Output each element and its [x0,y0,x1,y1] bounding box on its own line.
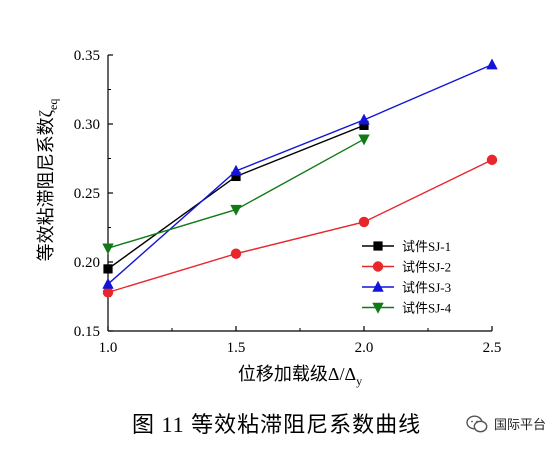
y-tick-label: 0.15 [74,324,100,340]
data-point [230,248,242,259]
series-line [107,124,365,270]
x-tick-label: 1.0 [99,340,118,356]
legend-marker [372,261,384,272]
data-point [231,171,241,182]
data-point [358,134,370,146]
series-line [107,159,493,294]
x-tick-label: 2.5 [483,340,502,356]
x-axis-title: 位移加载级Δ/Δy [238,364,362,388]
x-axis-title-main: 位移加载级Δ/Δ [238,364,356,384]
data-point [486,154,498,166]
wechat-icon [466,414,488,432]
chart-series [102,58,498,298]
legend-entry: 试件SJ-4 [362,301,452,316]
series-line [107,64,493,285]
y-tick-label: 0.35 [74,48,100,64]
y-tick-label: 0.30 [74,117,100,133]
legend-marker [373,241,383,251]
x-axis-title-subscript: y [356,374,362,388]
data-point [102,277,114,289]
y-axis-title-main: 等效粘滞阻尼系数ζ [36,109,56,261]
data-point [102,287,114,298]
y-axis-title-subscript: eq [46,99,60,110]
legend-marker [372,302,384,314]
figure-caption: 图 11 等效粘滞阻尼系数曲线 [132,412,422,437]
x-tick-label: 1.5 [227,340,246,356]
data-point [230,204,242,216]
legend-marker [372,280,384,292]
legend-label: 试件SJ-1 [402,239,451,254]
data-point [359,120,369,130]
data-point [358,113,370,125]
data-point [358,216,370,228]
chart-legend: 试件SJ-1 试件SJ-2 试件SJ-3 试件SJ-4 [362,239,452,316]
data-point [230,164,242,176]
data-point [102,243,114,255]
series-2 [102,154,498,298]
x-tick-label: 2.0 [355,340,374,356]
y-axis-title: 等效粘滞阻尼系数ζeq [36,99,60,262]
data-point [103,264,113,274]
legend-entry: 试件SJ-2 [362,260,451,275]
chart-labels: 位移加载级Δ/Δy 等效粘滞阻尼系数ζeq [36,99,362,388]
legend-label: 试件SJ-2 [402,260,451,275]
legend-entry: 试件SJ-1 [362,239,451,254]
legend-label: 试件SJ-3 [402,280,451,295]
watermark-text: 国际平台 [493,417,546,432]
source-watermark: 国际平台 [466,414,546,433]
y-tick-label: 0.25 [74,186,100,202]
legend-entry: 试件SJ-3 [362,280,451,295]
chart-axes: 1.0 1.5 2.0 2.5 0.15 0.20 0.25 0.30 0.35 [74,48,502,356]
series-4 [102,134,370,255]
y-tick-label: 0.20 [74,255,100,271]
legend-label: 试件SJ-4 [402,301,452,316]
data-point [486,58,498,70]
series-3 [102,58,498,289]
series-1 [103,120,369,274]
